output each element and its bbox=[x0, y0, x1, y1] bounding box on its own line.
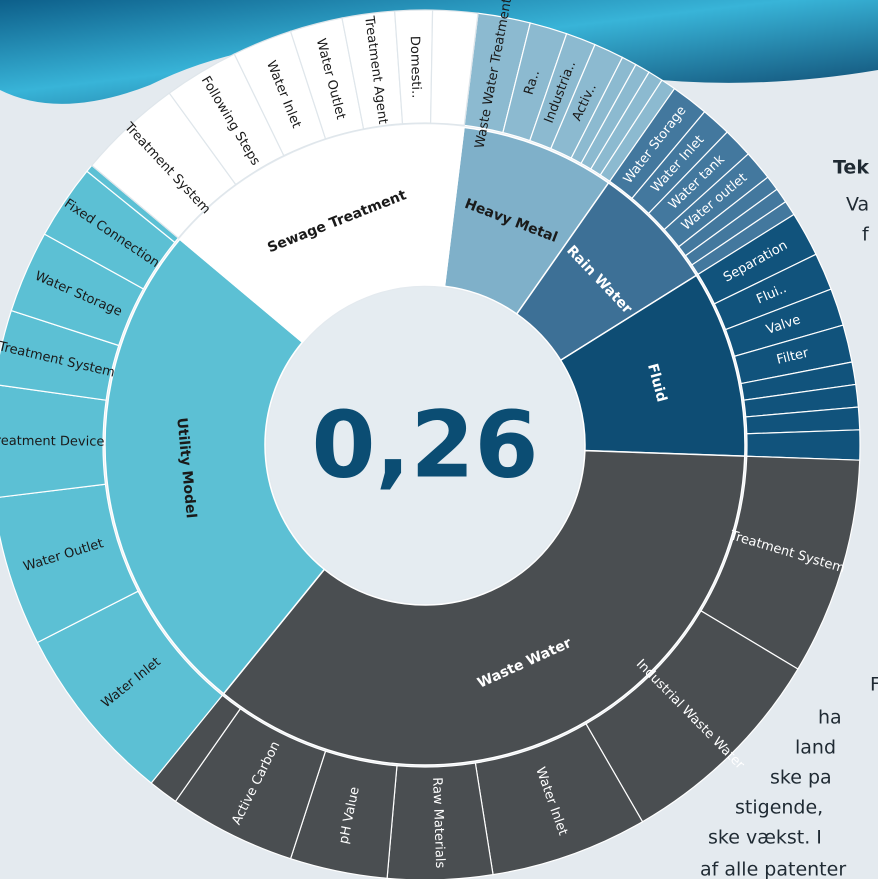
side-text: Va bbox=[846, 194, 869, 216]
outer-label: Ra.. bbox=[522, 68, 543, 96]
side-text: f bbox=[862, 224, 870, 246]
side-text: ske vækst. I bbox=[708, 827, 822, 849]
outer-label: Domesti.. bbox=[407, 36, 424, 99]
center-circle bbox=[267, 287, 583, 603]
inner-segment bbox=[104, 238, 326, 695]
center-value: 0,26 bbox=[312, 391, 539, 498]
outer-label: Filter bbox=[775, 346, 810, 368]
side-text: ha bbox=[818, 707, 842, 729]
outer-label: Raw Materials bbox=[429, 777, 447, 869]
side-text: Tek bbox=[833, 157, 869, 179]
outer-segment bbox=[430, 9, 479, 127]
outer-segment bbox=[746, 429, 861, 461]
inner-segment bbox=[178, 124, 465, 344]
side-text: af alle patenter bbox=[700, 859, 846, 879]
outer-label: Treatment Device bbox=[0, 434, 104, 450]
inner-segment bbox=[222, 449, 746, 766]
side-text: F bbox=[870, 674, 878, 696]
side-text: stigende, bbox=[735, 797, 823, 819]
side-text: ske pa bbox=[770, 767, 832, 789]
side-text: land bbox=[795, 737, 836, 759]
